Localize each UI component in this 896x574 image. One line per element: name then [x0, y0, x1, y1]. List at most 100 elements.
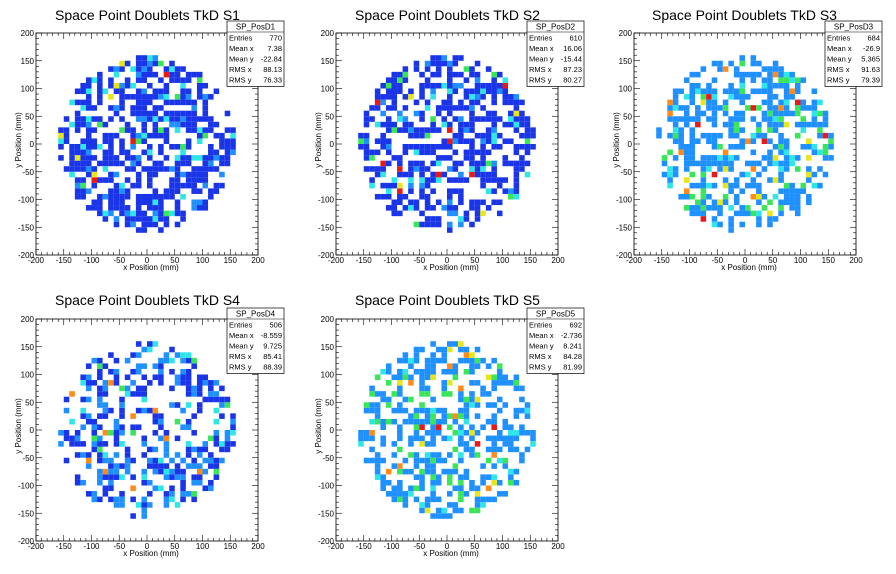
histogram-bin [524, 171, 531, 178]
histogram-bin [761, 205, 768, 211]
y-tick-label: -100 [18, 482, 35, 491]
histogram-bin [474, 160, 481, 167]
histogram-bin [108, 77, 114, 83]
histogram-bin [74, 116, 81, 122]
histogram-bin [135, 407, 142, 414]
stats-row-value: 91.63 [861, 65, 880, 74]
histogram-bin [102, 138, 109, 144]
histogram-bin [69, 171, 75, 178]
histogram-bin [163, 138, 170, 144]
histogram-bin [678, 149, 684, 156]
histogram-bin [794, 121, 801, 128]
histogram-bin [700, 155, 707, 161]
histogram-bin [513, 446, 520, 453]
histogram-bin [711, 105, 718, 111]
y-tick-label: 0 [30, 426, 35, 435]
stats-row-label: RMS x [529, 65, 552, 74]
histogram-bin [778, 66, 784, 72]
histogram-bin [458, 216, 464, 222]
histogram-bin [213, 188, 220, 194]
histogram-bin [513, 121, 520, 128]
histogram-bin [80, 380, 86, 386]
histogram-bin [119, 88, 125, 95]
histogram-bin [147, 132, 153, 139]
histogram-bin [419, 160, 425, 167]
histogram-bin [474, 216, 481, 222]
histogram-bin [789, 188, 795, 194]
histogram-bin [491, 88, 497, 95]
histogram-bin [63, 127, 70, 133]
histogram-bin [828, 155, 834, 161]
histogram-bin [683, 166, 690, 172]
x-tick-label: -150 [356, 542, 373, 551]
histogram-bin [85, 491, 92, 497]
histogram-bin [739, 60, 745, 67]
histogram-bin [380, 441, 386, 447]
histogram-bin [806, 166, 812, 172]
histogram-bin [485, 391, 492, 397]
histogram-bin [480, 177, 486, 183]
histogram-bin [152, 116, 159, 122]
histogram-bin [683, 116, 690, 122]
histogram-bin [208, 391, 214, 397]
histogram-bin [85, 99, 92, 106]
histogram-bin [180, 479, 186, 486]
histogram-bin [163, 496, 170, 503]
histogram-bin [739, 55, 745, 61]
x-tick-label: 100 [196, 256, 210, 265]
histogram-bin [124, 468, 131, 475]
histogram-bin [180, 193, 186, 200]
histogram-bin [213, 166, 220, 172]
histogram-bin [480, 357, 486, 364]
histogram-bin [772, 105, 779, 111]
stats-histogram-name: SP_PosD2 [536, 23, 576, 32]
histogram-bin [363, 144, 370, 150]
histogram-bin [397, 357, 403, 364]
histogram-bin [380, 391, 386, 397]
histogram-bin [700, 177, 707, 183]
histogram-bin [761, 99, 768, 106]
histogram-bin [380, 132, 386, 139]
histogram-bin [485, 363, 492, 369]
histogram-bin [163, 155, 170, 161]
histogram-bin [430, 121, 436, 128]
histogram-bin [196, 188, 203, 194]
histogram-bin [463, 77, 470, 83]
histogram-bin [147, 407, 153, 414]
panel-title: Space Point Doublets TkD S2 [355, 7, 540, 23]
histogram-bin [474, 502, 481, 508]
histogram-bin [435, 496, 442, 503]
y-tick-label: -200 [318, 537, 335, 546]
histogram-bin [358, 430, 364, 436]
histogram-bin [380, 396, 386, 403]
histogram-bin [91, 166, 98, 172]
stats-row-label: Entries [529, 321, 553, 330]
histogram-bin [435, 407, 442, 414]
y-axis-label: y Position (mm) [314, 398, 323, 454]
histogram-bin [135, 94, 142, 100]
histogram-bin [424, 182, 431, 189]
histogram-bin [85, 452, 92, 458]
histogram-bin [435, 346, 442, 353]
histogram-bin [408, 441, 414, 447]
histogram-bin [391, 182, 398, 189]
histogram-bin [452, 138, 459, 144]
histogram-bin [147, 171, 153, 178]
histogram-bin [745, 160, 751, 167]
histogram-bin [435, 60, 442, 67]
histogram-bin [97, 446, 103, 453]
histogram-bin [469, 166, 475, 172]
histogram-bin [513, 413, 520, 419]
histogram-bin [196, 380, 203, 386]
histogram-bin [124, 385, 131, 392]
stats-row-value: 8.241 [563, 342, 582, 351]
histogram-bin [102, 149, 109, 156]
histogram-bin [135, 368, 142, 375]
histogram-bin [430, 363, 436, 369]
histogram-bin [767, 66, 773, 72]
histogram-bin [767, 94, 773, 100]
histogram-bin [135, 66, 142, 72]
histogram-bin [380, 94, 386, 100]
histogram-bin [419, 82, 425, 89]
histogram-bin [113, 474, 120, 480]
